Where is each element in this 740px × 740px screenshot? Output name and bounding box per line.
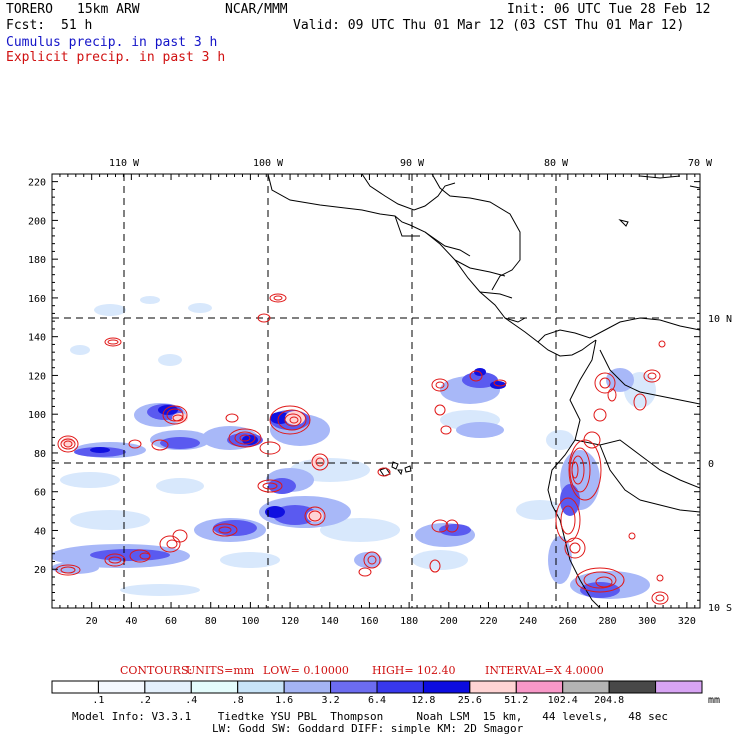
scale-box xyxy=(97,680,146,694)
x-tick-label: 60 xyxy=(165,616,177,627)
scale-box xyxy=(51,680,99,694)
x-tick-label: 220 xyxy=(479,616,497,627)
scale-box xyxy=(515,680,564,694)
x-tick-label: 200 xyxy=(440,616,458,627)
lon-label: 90 W xyxy=(400,158,425,169)
scale-box xyxy=(283,680,332,694)
x-tick-label: 160 xyxy=(360,616,378,627)
y-tick-label: 140 xyxy=(28,333,46,344)
y-tick-label: 200 xyxy=(28,216,46,227)
organization: NCAR/MMM xyxy=(225,2,288,17)
contour-interval: INTERVAL=X 4.0000 xyxy=(485,664,604,677)
x-tick-label: 100 xyxy=(241,616,259,627)
scale-label: 6.4 xyxy=(367,695,387,706)
y-axis-labels: 220 200 180 160 140 120 100 80 60 40 20 xyxy=(28,178,46,577)
x-tick-label: 20 xyxy=(86,616,98,627)
scale-label: 51.2 xyxy=(504,695,529,706)
lat-label: 0 xyxy=(708,459,714,470)
scale-label: .1 xyxy=(92,695,105,706)
model-name: TORERO xyxy=(6,2,53,17)
longitude-labels: 110 W 100 W 90 W 80 W 70 W xyxy=(109,158,713,169)
scale-label: .4 xyxy=(185,695,198,706)
coastlines xyxy=(267,174,700,608)
y-tick-label: 40 xyxy=(34,526,46,537)
lon-label: 100 W xyxy=(253,158,284,169)
contour-units: UNITS=mm xyxy=(186,664,255,677)
scale-unit: mm xyxy=(708,695,721,706)
x-tick-label: 300 xyxy=(638,616,656,627)
scale-box xyxy=(422,680,471,694)
x-tick-label: 180 xyxy=(400,616,418,627)
scale-label: 102.4 xyxy=(547,695,578,706)
model-info: Model Info: V3.3.1 Tiedtke YSU PBL Thomp… xyxy=(72,711,668,735)
model-info-line2: LW: Godd SW: Goddard DIFF: simple KM: 2D… xyxy=(212,722,524,735)
scale-box xyxy=(144,680,192,694)
lon-label: 70 W xyxy=(688,158,713,169)
scale-label: 12.8 xyxy=(411,695,436,706)
latitude-labels: 10 N 0 10 S xyxy=(708,314,732,614)
scale-box xyxy=(237,680,285,694)
contour-label: CONTOURS: xyxy=(120,664,193,677)
model-info-line1: Model Info: V3.3.1 Tiedtke YSU PBL Thomp… xyxy=(72,710,669,723)
explicit-contours xyxy=(55,293,669,605)
scale-label: 3.2 xyxy=(321,695,340,706)
y-tick-label: 220 xyxy=(28,178,46,189)
contour-high: HIGH= 102.40 xyxy=(372,664,456,677)
x-tick-label: 140 xyxy=(321,616,339,627)
valid-time: Valid: 09 UTC Thu 01 Mar 12 (03 CST Thu … xyxy=(293,18,685,33)
scale-box xyxy=(608,680,657,694)
scale-box xyxy=(376,680,424,694)
scale-label: 1.6 xyxy=(275,695,294,706)
scale-label: .8 xyxy=(231,695,244,706)
legend-cumulus: Cumulus precip. in past 3 h xyxy=(6,35,218,50)
lat-label: 10 N xyxy=(708,314,732,325)
y-tick-label: 20 xyxy=(34,565,46,576)
x-tick-label: 80 xyxy=(205,616,217,627)
y-tick-label: 180 xyxy=(28,255,46,266)
y-tick-label: 80 xyxy=(34,449,46,460)
x-tick-label: 320 xyxy=(678,616,696,627)
forecast-label: Fcst: xyxy=(6,18,46,33)
lat-label: 10 S xyxy=(708,603,732,614)
init-time: Init: 06 UTC Tue 28 Feb 12 xyxy=(507,2,711,17)
lon-label: 80 W xyxy=(544,158,569,169)
x-tick-label: 280 xyxy=(598,616,616,627)
y-tick-label: 60 xyxy=(34,488,46,499)
x-tick-label: 40 xyxy=(125,616,137,627)
y-tick-label: 160 xyxy=(28,294,46,305)
scale-box xyxy=(190,680,239,694)
x-axis-ticks xyxy=(51,174,696,608)
scale-label: .2 xyxy=(138,695,151,706)
scale-label: 204.8 xyxy=(594,695,625,706)
y-tick-label: 120 xyxy=(28,371,46,382)
model-resolution: 15km ARW xyxy=(77,2,140,17)
contour-low: LOW= 0.10000 xyxy=(263,664,349,677)
graticule xyxy=(52,174,700,608)
x-tick-label: 260 xyxy=(559,616,577,627)
scale-box xyxy=(330,680,378,694)
x-axis-labels: 20 40 60 80 100 120 140 160 180 200 220 240 260 280 30… xyxy=(86,616,696,627)
x-tick-label: 120 xyxy=(281,616,299,627)
y-axis-ticks xyxy=(52,181,700,609)
forecast-hours: 51 h xyxy=(61,18,93,33)
legend-explicit: Explicit precip. in past 3 h xyxy=(6,50,226,65)
scale-box xyxy=(562,680,610,694)
scale-box xyxy=(469,680,517,694)
scale-box xyxy=(655,680,703,694)
x-tick-label: 240 xyxy=(519,616,537,627)
y-tick-label: 100 xyxy=(28,410,46,421)
lon-label: 110 W xyxy=(109,158,140,169)
scale-label: 25.6 xyxy=(457,695,482,706)
